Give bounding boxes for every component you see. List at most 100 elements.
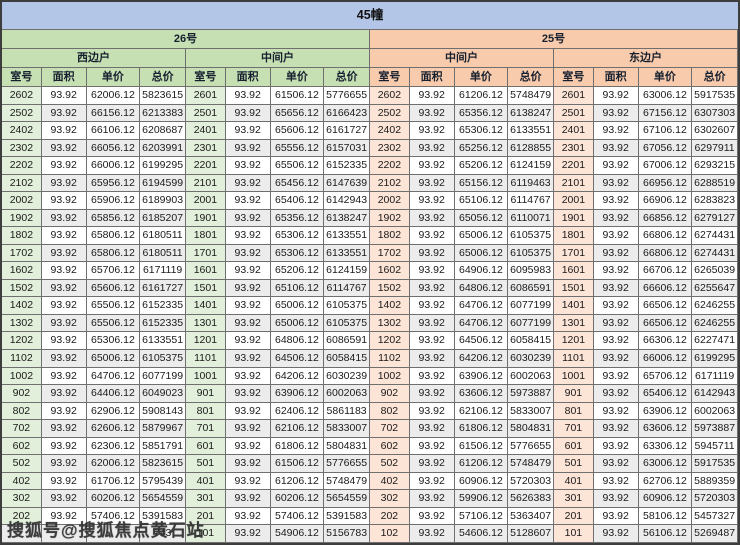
cell-unit-price: 66006.12 (638, 349, 693, 368)
cell-unit-price: 65006.12 (270, 314, 325, 333)
cell-total-price: 6105375 (508, 227, 554, 245)
cell-total-price: 6133551 (140, 332, 186, 350)
table-row: 2302 93.92 66056.12 6203991 2301 93.92 65556.1… (2, 139, 738, 158)
cell-unit-price: 65006.12 (454, 244, 509, 263)
cell-total-price: 6180511 (140, 227, 186, 245)
cell-room: 1401 (553, 297, 594, 315)
cell-area: 93.92 (225, 227, 271, 245)
cell-unit-price: 65806.12 (86, 244, 141, 263)
cell-unit-price: 66506.12 (638, 297, 693, 315)
cell-room: 1702 (369, 244, 410, 263)
table-row: 1502 93.92 65606.12 6161727 1501 93.92 65106.1… (2, 279, 738, 298)
table-row: 1402 93.92 65506.12 6152335 1401 93.92 65006.1… (2, 297, 738, 315)
col-header-area: 面积 (41, 68, 87, 87)
cell-area: 93.92 (409, 192, 455, 210)
cell-room: 1201 (553, 332, 594, 350)
cell-total-price: 6288519 (692, 174, 738, 193)
cell-unit-price: 60906.12 (638, 490, 693, 508)
cell-unit-price: 65356.12 (270, 209, 325, 228)
cell-area: 93.92 (409, 297, 455, 315)
cell-total-price: 6142943 (692, 385, 738, 403)
cell-unit-price: 66806.12 (638, 244, 693, 263)
cell-room: 1402 (369, 297, 410, 315)
cell-room: 1602 (2, 262, 42, 280)
cell-area: 93.92 (41, 192, 87, 210)
cell-total-price: 6199295 (692, 349, 738, 368)
cell-room: 2001 (553, 192, 594, 210)
cell-total-price: 6138247 (324, 209, 370, 228)
cell-unit-price: 62006.12 (86, 87, 141, 105)
cell-total-price: 6171119 (140, 262, 186, 280)
cell-area (41, 525, 87, 543)
cell-total-price: 6161727 (324, 122, 370, 140)
cell-room: 101 (185, 525, 226, 543)
cell-unit-price: 65456.12 (270, 174, 325, 193)
cell-room: 702 (369, 420, 410, 438)
cell-area: 93.92 (593, 139, 639, 158)
cell-total-price: 5457327 (692, 507, 738, 526)
cell-room: 1001 (553, 367, 594, 386)
table-row: 2102 93.92 65956.12 6194599 2101 93.92 65456.1… (2, 174, 738, 193)
cell-room: 1802 (369, 227, 410, 245)
cell-unit-price (86, 525, 141, 543)
cell-unit-price: 67106.12 (638, 122, 693, 140)
cell-total-price: 5654559 (324, 490, 370, 508)
cell-room: 2402 (369, 122, 410, 140)
col-header-total-price: 总价 (140, 68, 186, 87)
cell-area: 93.92 (593, 122, 639, 140)
cell-total-price: 5748479 (324, 472, 370, 491)
cell-total-price: 6166423 (324, 104, 370, 123)
cell-total-price: 6194599 (140, 174, 186, 193)
cell-room: 1202 (2, 332, 42, 350)
cell-total-price: 6246255 (692, 314, 738, 333)
cell-unit-price: 61206.12 (454, 87, 509, 105)
side-header-middle-25: 中间户 (370, 49, 554, 68)
cell-area: 93.92 (593, 437, 639, 456)
col-header-unit-price: 单价 (454, 68, 509, 87)
cell-unit-price: 65706.12 (86, 262, 141, 280)
cell-area: 93.92 (593, 104, 639, 123)
cell-total-price: 5720303 (692, 490, 738, 508)
cell-area: 93.92 (409, 385, 455, 403)
cell-total-price: 5973887 (508, 385, 554, 403)
cell-area: 93.92 (41, 455, 87, 473)
cell-total-price: 6274431 (692, 244, 738, 263)
cell-unit-price: 67056.12 (638, 139, 693, 158)
cell-room: 101 (553, 525, 594, 543)
cell-room: 2001 (185, 192, 226, 210)
cell-room: 2601 (553, 87, 594, 105)
cell-total-price: 6208687 (140, 122, 186, 140)
cell-unit-price: 64706.12 (454, 297, 509, 315)
cell-area: 93.92 (409, 490, 455, 508)
cell-total-price: 6058415 (508, 332, 554, 350)
cell-area: 93.92 (225, 157, 271, 175)
cell-area: 93.92 (41, 297, 87, 315)
cell-room: 902 (369, 385, 410, 403)
cell-area: 93.92 (225, 437, 271, 456)
cell-room: 1401 (185, 297, 226, 315)
table-row: 802 93.92 62906.12 5908143 801 93.92 62406.12 5… (2, 402, 738, 421)
cell-total-price: 5363407 (508, 507, 554, 526)
cell-unit-price: 66806.12 (638, 227, 693, 245)
cell-unit-price: 61806.12 (270, 437, 325, 456)
cell-room: 601 (185, 437, 226, 456)
cell-unit-price: 60206.12 (270, 490, 325, 508)
cell-unit-price: 54906.12 (270, 525, 325, 543)
side-header-east: 东边户 (554, 49, 738, 68)
cell-area: 93.92 (409, 472, 455, 491)
cell-unit-price: 65306.12 (454, 122, 509, 140)
cell-unit-price: 65006.12 (86, 349, 141, 368)
cell-area: 93.92 (41, 385, 87, 403)
col-header-room: 室号 (553, 68, 594, 87)
cell-unit-price: 64806.12 (454, 279, 509, 298)
cell-total-price: 5391583 (324, 507, 370, 526)
cell-area: 93.92 (593, 332, 639, 350)
cell-total-price: 6124159 (324, 262, 370, 280)
cell-area: 93.92 (409, 507, 455, 526)
cell-unit-price: 59906.12 (454, 490, 509, 508)
cell-room: 701 (185, 420, 226, 438)
cell-area: 93.92 (225, 192, 271, 210)
cell-unit-price: 61506.12 (454, 437, 509, 456)
cell-area: 93.92 (225, 104, 271, 123)
